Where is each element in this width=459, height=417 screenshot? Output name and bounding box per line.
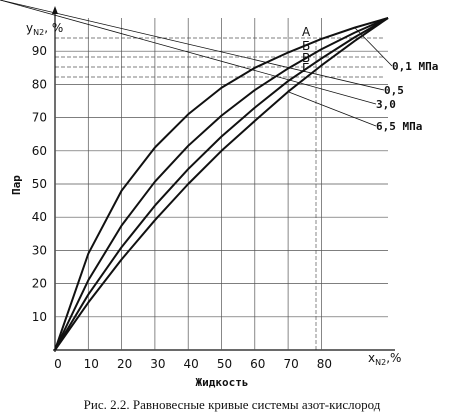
leader-line: [0, 0, 385, 91]
x-axis-title: xN2,%: [368, 351, 401, 367]
y-tick-label: 10: [32, 310, 47, 324]
point-label: А: [302, 25, 311, 39]
curve-label: 3,0: [376, 98, 396, 111]
y-axis-title: yN2, %: [26, 21, 63, 37]
y-tick-label: 50: [32, 177, 47, 191]
y-arrow: [52, 6, 58, 14]
x-tick-label: 30: [150, 357, 165, 371]
x-tick-label: 40: [184, 357, 199, 371]
curve: [54, 17, 389, 351]
y-tick-label: 80: [32, 77, 47, 91]
y-tick-label: 30: [32, 243, 47, 257]
x-tick-label: 60: [250, 357, 265, 371]
y-tick-label: 40: [32, 210, 47, 224]
y-label: Пар: [10, 175, 23, 195]
curve-label: 0,5: [384, 84, 404, 97]
x-tick-label: 70: [283, 357, 298, 371]
leader-line: [0, 0, 377, 105]
caption: Рис. 2.2. Равновесные кривые системы азо…: [84, 397, 381, 412]
y-tick-label: 60: [32, 144, 47, 158]
point-label: В: [302, 51, 310, 65]
curve-label: 0,1 МПа: [392, 60, 438, 73]
dashed-guides: [55, 37, 385, 350]
x-tick-label: 20: [117, 357, 132, 371]
x-tick-label: 10: [84, 357, 99, 371]
y-tick-label: 90: [32, 44, 47, 58]
point-label: Г: [302, 61, 309, 75]
y-tick-label: 20: [32, 277, 47, 291]
x-label: Жидкость: [196, 376, 249, 389]
point-label: Б: [302, 39, 310, 53]
x-tick-label: 50: [217, 357, 232, 371]
x-tick-label: 0: [54, 357, 62, 371]
curve: [54, 17, 389, 351]
curve: [54, 17, 389, 351]
x-tick-label: 80: [317, 357, 332, 371]
curve: [54, 17, 389, 351]
curve-label: 6,5 МПа: [376, 120, 422, 133]
leader-line: [287, 91, 377, 127]
y-tick-label: 70: [32, 111, 47, 125]
